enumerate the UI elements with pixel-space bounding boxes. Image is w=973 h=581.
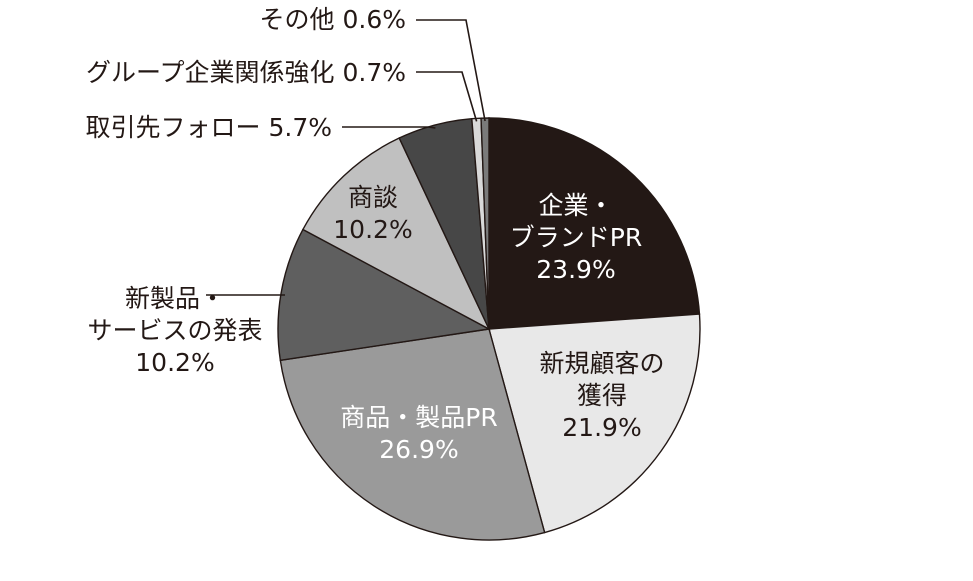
leader-line bbox=[342, 126, 436, 129]
slice-label-line: サービスの発表 bbox=[87, 316, 262, 345]
slice-label-line: 23.9% bbox=[536, 255, 615, 284]
slice-label-line: 企業・ bbox=[538, 191, 613, 220]
slice-label-line: 10.2% bbox=[135, 348, 214, 377]
slice-label: その他 0.6% bbox=[260, 5, 406, 34]
leader-line bbox=[416, 71, 478, 122]
slice-label-line: 商品・製品PR bbox=[340, 403, 497, 432]
pie-slice bbox=[488, 117, 701, 330]
slice-label: 取引先フォロー 5.7% bbox=[86, 113, 332, 142]
pie-labels: 企業・ブランドPR 23.9% 新規顧客の獲得 21.9% 商品・製品PR 26.9% 新製… bbox=[86, 5, 665, 464]
slice-label: 商品・製品PR 26.9% bbox=[340, 403, 497, 464]
slice-label-line: 新製品・ bbox=[125, 284, 225, 313]
slice-label-line: 商談 bbox=[348, 183, 398, 212]
slice-label-line: 獲得 bbox=[577, 381, 627, 410]
slice-label: 商談 10.2% bbox=[333, 183, 412, 244]
slice-label-line: 26.9% bbox=[379, 435, 458, 464]
pie-slice bbox=[279, 328, 546, 541]
slice-label-line: ブランドPR bbox=[510, 223, 642, 252]
slice-label: 企業・ブランドPR 23.9% bbox=[510, 191, 642, 284]
slice-label: 新規顧客の獲得 21.9% bbox=[539, 349, 664, 442]
slice-label: 新製品・サービスの発表 10.2% bbox=[87, 284, 262, 377]
slice-label-line: 21.9% bbox=[562, 413, 641, 442]
pie-slices bbox=[277, 117, 701, 541]
leader-line bbox=[416, 19, 486, 122]
slice-label-line: 新規顧客の bbox=[539, 349, 664, 378]
pie-slice bbox=[301, 137, 491, 331]
slice-label: グループ企業関係強化 0.7% bbox=[86, 58, 406, 87]
pie-slice bbox=[277, 228, 492, 362]
pie-slice bbox=[488, 313, 701, 534]
slice-label-line: 10.2% bbox=[333, 215, 412, 244]
